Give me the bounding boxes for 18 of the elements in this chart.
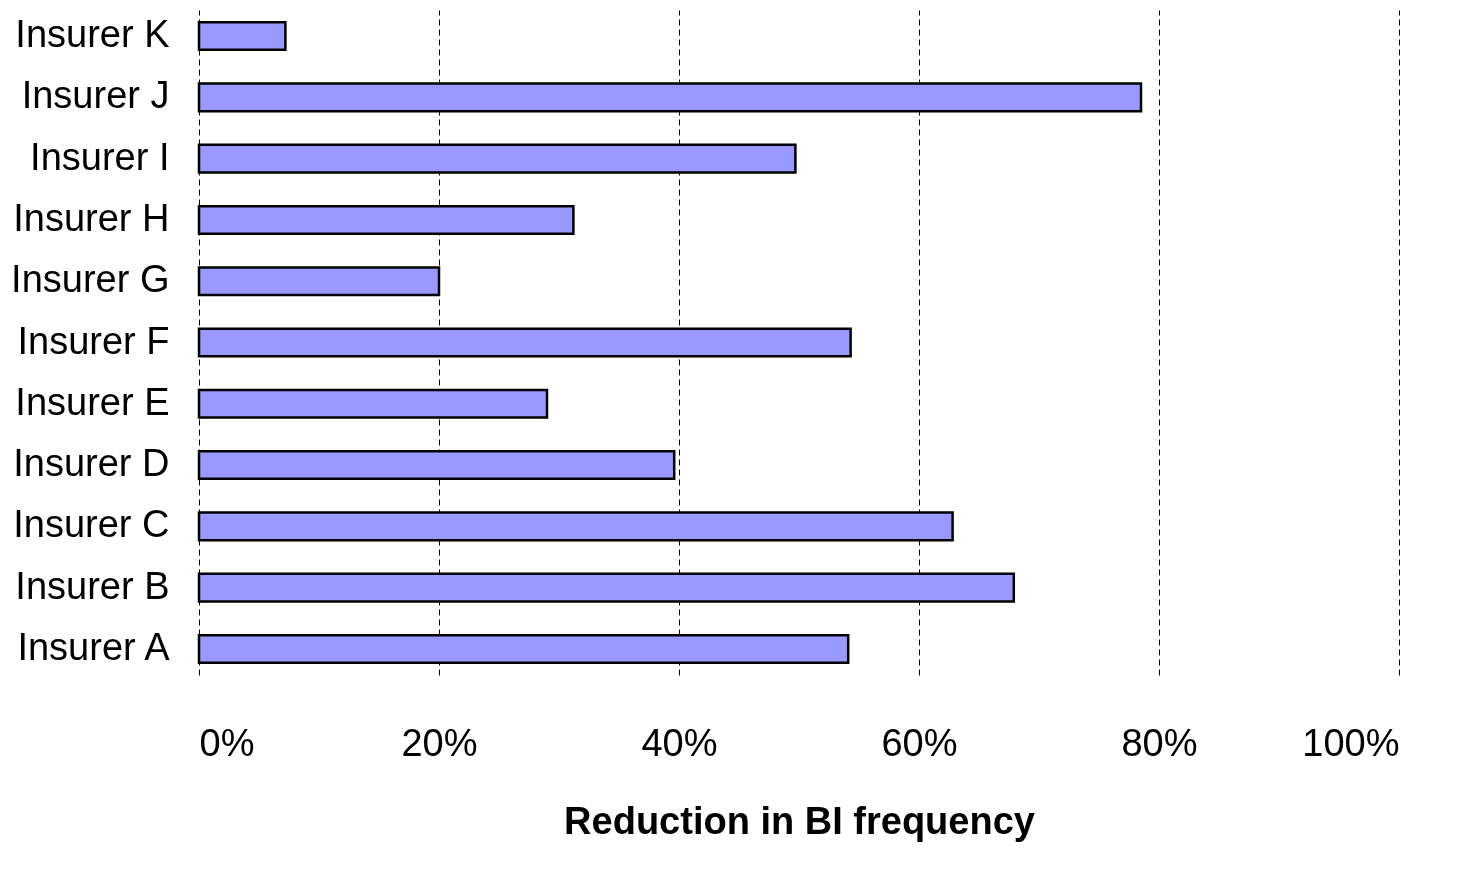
y-tick-label: Insurer K (15, 13, 170, 56)
x-tick-label: 0% (199, 721, 255, 764)
y-tick-label: Insurer J (21, 74, 170, 117)
x-axis-title: Reduction in BI frequency (564, 799, 1035, 842)
y-tick-label: Insurer H (13, 196, 170, 239)
x-tick-label: 100% (1302, 721, 1400, 764)
x-tick-label: 40% (641, 721, 718, 764)
y-tick-label: Insurer C (13, 503, 170, 546)
y-tick-label: Insurer E (15, 380, 170, 423)
y-tick-label: Insurer B (15, 564, 170, 607)
y-tick-label: Insurer G (11, 258, 170, 301)
y-tick-label: Insurer I (30, 135, 170, 178)
x-tick-label: 60% (881, 721, 958, 764)
y-tick-label: Insurer D (13, 442, 170, 485)
y-tick-label: Insurer A (17, 625, 171, 668)
x-tick-label: 20% (401, 721, 478, 764)
x-tick-label: 80% (1121, 721, 1198, 764)
y-tick-label: Insurer F (17, 319, 170, 362)
